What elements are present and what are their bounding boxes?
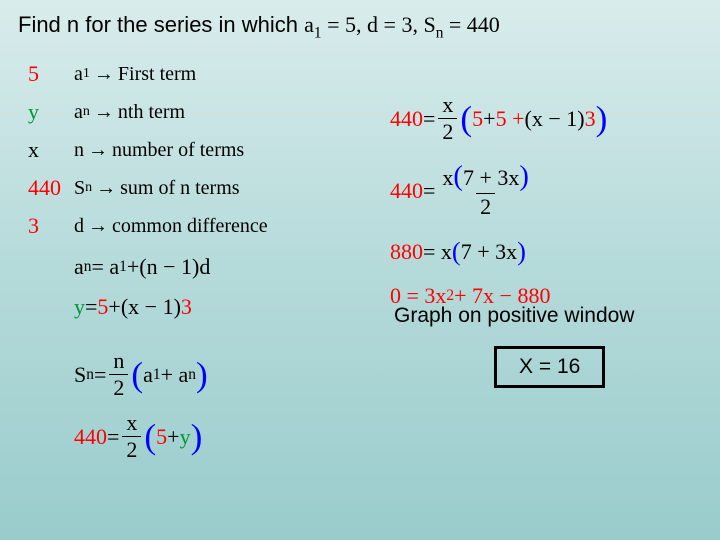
def-sn: Sn→sum of n terms xyxy=(74,169,268,207)
def-n: n→number of terms xyxy=(74,131,268,169)
answer-box: X = 16 xyxy=(494,346,605,388)
left-values-column: 5 y x 440 3 xyxy=(28,55,61,245)
eq-440-expand: 440 = x2 (5 + 5 + (x − 1)3) xyxy=(390,92,607,145)
val-an: y xyxy=(28,93,61,131)
eq-y: y = 5 + (x − 1)3 xyxy=(74,294,210,320)
equation-group-left: an = a1 + (n − 1)d y = 5 + (x − 1)3 xyxy=(74,254,210,334)
definitions-column: a1→First term an→nth term n→number of te… xyxy=(74,55,268,245)
val-n: x xyxy=(28,131,61,169)
graph-instruction: Graph on positive window xyxy=(394,304,634,328)
eq-an-formula: an = a1 + (n − 1)d xyxy=(74,254,210,280)
title-given: a1 = 5, d = 3, Sn = 440 xyxy=(304,12,500,37)
def-an: an→nth term xyxy=(74,93,268,131)
eq-sn-formula: Sn = n2 (a1 + an) xyxy=(74,348,208,401)
eq-440-sub: 440 = x2 (5 + y) xyxy=(74,410,202,463)
problem-title: Find n for the series in which a1 = 5, d… xyxy=(18,12,500,42)
title-text: Find n for the series in which xyxy=(18,12,298,37)
def-d: d→common difference xyxy=(74,207,268,245)
def-a1: a1→First term xyxy=(74,55,268,93)
right-equation-column: 440 = x2 (5 + 5 + (x − 1)3) 440 = x(7 + … xyxy=(390,92,607,325)
val-a1: 5 xyxy=(28,55,61,93)
eq-880: 880 = x(7 + 3x) xyxy=(390,236,607,267)
val-sn: 440 xyxy=(28,169,61,207)
eq-440-simplify: 440 = x(7 + 3x) 2 xyxy=(390,161,607,220)
val-d: 3 xyxy=(28,207,61,245)
